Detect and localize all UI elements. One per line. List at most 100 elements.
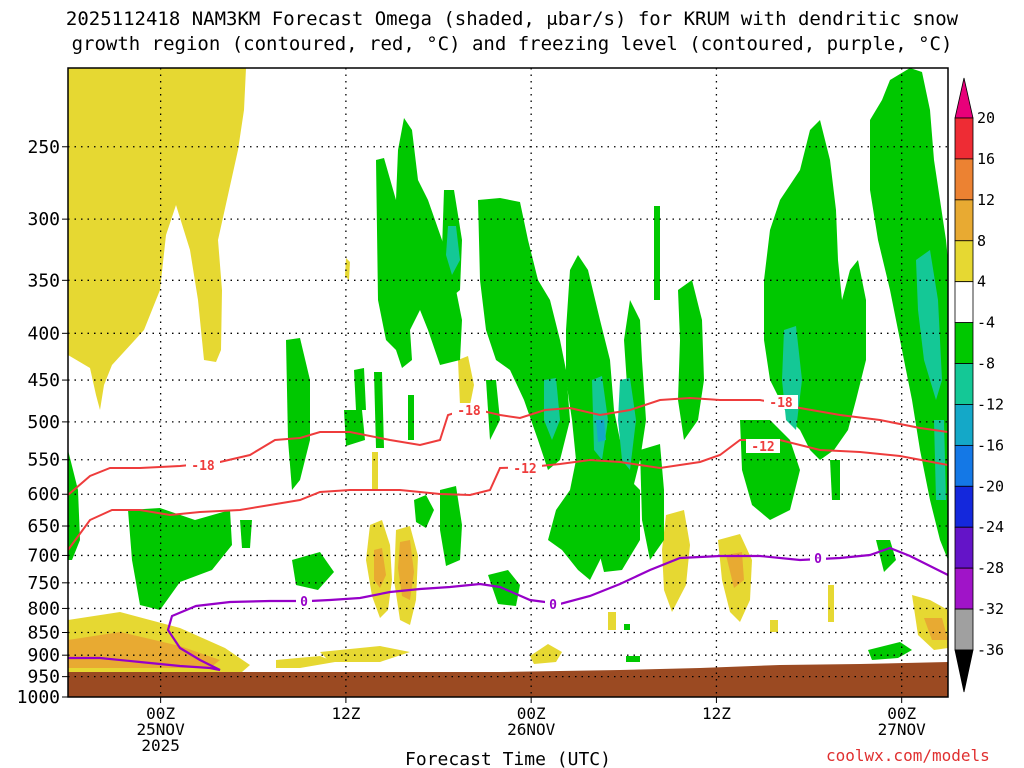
date-tick-label: 25NOV [137,720,186,739]
pressure-tick-label: 300 [27,209,60,230]
omega-yellow-lowlevel [530,644,562,664]
chart-title-line-2: growth region (contoured, red, °C) and f… [71,33,953,55]
contour-label-dendritic: -12 [513,462,536,477]
pressure-tick-label: 600 [27,484,60,505]
chart-title-line-1: 2025112418 NAM3KM Forecast Omega (shaded… [65,8,959,30]
colorbar-bin [954,526,974,569]
pressure-tick-label: 550 [27,450,60,471]
omega-green-region [626,656,640,662]
colorbar-bin [954,608,974,651]
time-tick-label: 00Z [887,704,916,723]
pressure-tick-label: 1000 [17,687,60,708]
omega-yellow-lowlevel [320,646,410,662]
pressure-tick-label: 800 [27,598,60,619]
colorbar-bin [954,199,974,242]
omega-yellow-streak [608,612,616,630]
omega-green-region [240,520,252,548]
pressure-tick-label: 900 [27,645,60,666]
omega-green-region [740,420,800,520]
omega-green-region [376,118,462,368]
omega-green-region [486,380,500,440]
omega-orange-core [924,618,948,640]
colorbar-top-arrow [954,77,974,119]
colorbar-bin [954,404,974,446]
omega-yellow-streak [770,620,778,632]
omega-green-region [374,372,384,448]
omega-green-region [870,68,948,560]
omega-green-region [440,486,462,566]
colorbar-label: 20 [977,109,995,127]
colorbar-label: -24 [977,518,1004,536]
date-tick-label: 2025 [141,736,180,755]
contour-label-dendritic: -18 [457,404,481,419]
colorbar-bin [954,117,974,160]
time-tick-label: 12Z [702,704,731,723]
omega-green-region [128,508,232,610]
omega-cyan-core [618,378,636,470]
pressure-tick-label: 500 [27,412,60,433]
colorbar-bin [954,363,974,405]
pressure-tick-label: 750 [27,573,60,594]
omega-green-region [68,450,80,560]
colorbar-label: -28 [977,559,1004,577]
contour-label-dendritic: -18 [191,459,215,474]
omega-green-region [876,540,896,572]
omega-yellow-streak [828,585,834,622]
omega-cyan-core [446,226,460,275]
colorbar-label: 16 [977,150,995,168]
omega-green-region [344,410,365,446]
colorbar-bin [954,322,974,364]
colorbar-bottom-arrow [954,649,974,693]
contour-label-freezing: 0 [814,552,822,567]
omega-orange-core [398,540,414,600]
date-tick-label: 26NOV [507,720,556,739]
pressure-tick-label: 450 [27,370,60,391]
colorbar-bin [954,281,974,324]
omega-green-region [624,624,630,630]
pressure-tick-label: 350 [27,270,60,291]
omega-yellow-streak [372,452,378,490]
omega-orange-core [374,548,386,588]
contour-label-dendritic: -12 [751,440,774,455]
omega-green-region [596,470,640,572]
time-tick-label: 00Z [146,704,175,723]
x-axis-label: Forecast Time (UTC) [405,749,611,768]
colorbar-label: -32 [977,600,1004,618]
credit-text: coolwx.com/models [826,746,990,765]
colorbar-label: -12 [977,395,1004,413]
shaded-omega-field [68,68,948,672]
omega-yellow-streak [458,356,474,405]
pressure-tick-label: 700 [27,545,60,566]
colorbar-label: -36 [977,641,1004,659]
pressure-tick-label: 950 [27,667,60,688]
colorbar-label: 12 [977,191,995,209]
contour-label-dendritic: -18 [769,396,793,411]
omega-yellow-blob [662,510,690,612]
freezing-contour-zero [68,546,948,672]
plot-frame [67,67,949,698]
omega-yellow-lowlevel [276,656,335,668]
terrain-underground [68,662,948,697]
pressure-tick-label: 400 [27,323,60,344]
colorbar-bin [954,485,974,528]
colorbar-bin [954,158,974,201]
omega-green-region [830,460,840,500]
omega-green-region [640,444,664,560]
omega-green-region [286,338,310,490]
omega-green-region [678,280,704,440]
omega-green-region [408,395,414,440]
colorbar-label: -20 [977,477,1004,495]
omega-green-region [868,642,912,660]
contour-labels: -18 -18 -18 -12 -12 0 0 0 [186,395,826,613]
omega-green-region [354,368,366,410]
contour-label-freezing: 0 [300,595,308,610]
colorbar-label: -8 [977,355,995,373]
time-gridlines [159,68,903,697]
colorbar-label: 8 [977,232,986,250]
pressure-tick-label: 250 [27,137,60,158]
date-tick-label: 27NOV [878,720,927,739]
omega-cyan-core [596,420,606,442]
